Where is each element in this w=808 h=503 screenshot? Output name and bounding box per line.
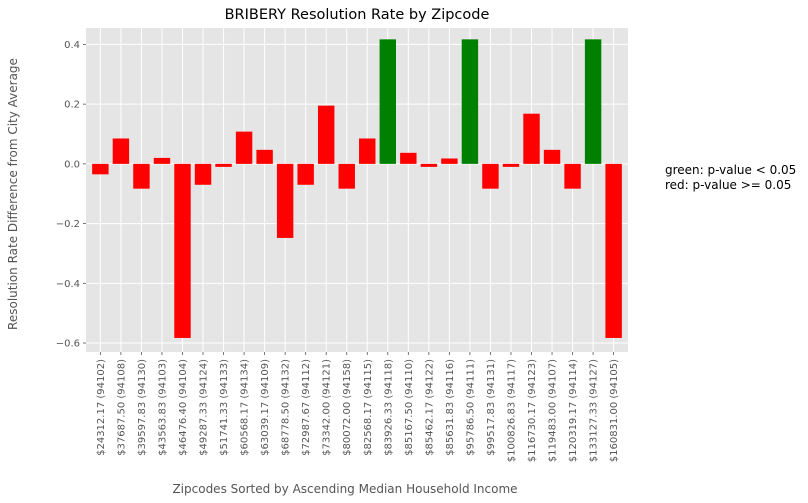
bar [133,163,150,189]
y-tick-label: 0.4 [64,40,80,51]
bar [461,39,479,164]
bar [276,163,294,238]
x-tick-label: $160831.00 (94105) [609,359,620,462]
y-tick-label: −0.6 [56,339,80,350]
bar [338,163,355,189]
bar [420,163,438,167]
bar [194,163,212,185]
x-tick-label: $63039.17 (94109) [260,359,271,456]
bar [564,163,581,189]
y-axis-ticks: 0.4 0.2 0.0 −0.2 −0.4 −0.6 [56,40,86,350]
x-tick-label: $68778.50 (94132) [281,359,292,456]
x-tick-label: $83926.33 (94118) [383,359,394,456]
bar [235,131,253,164]
x-tick-label: $24312.17 (94102) [96,359,107,456]
bar [584,39,602,164]
x-tick-label: $99517.83 (94131) [486,359,497,456]
bar [297,163,314,185]
x-tick-label: $85631.83 (94116) [445,359,456,456]
grid-lines [86,28,628,352]
x-tick-label: $80072.00 (94158) [342,359,353,456]
bars [92,39,622,338]
bar [502,163,520,167]
x-tick-label: $49287.33 (94124) [199,359,210,456]
x-tick-label: $120319.17 (94114) [568,359,579,462]
y-tick-label: 0.0 [64,159,80,170]
x-tick-label: $51741.33 (94133) [219,359,230,456]
x-tick-label: $133127.33 (94127) [589,359,600,462]
x-tick-label: $85167.50 (94110) [404,359,415,456]
x-tick-label: $73342.00 (94121) [322,359,333,456]
legend-green: green: p-value < 0.05 [665,163,796,177]
y-axis-label: Resolution Rate Difference from City Ave… [6,58,20,330]
x-tick-label: $95786.50 (94111) [465,359,476,456]
x-tick-label: $46476.40 (94104) [178,359,189,456]
bar [605,163,622,338]
x-tick-label: $37687.50 (94108) [116,359,127,456]
x-tick-label: $100826.83 (94117) [506,359,517,462]
x-tick-label: $119483.00 (94107) [548,359,559,462]
bar [112,138,130,164]
x-axis-ticks: $24312.17 (94102) $37687.50 (94108) $39597… [96,352,620,462]
bar [482,163,499,189]
x-tick-label: $116730.17 (94123) [527,359,538,462]
x-tick-label: $82568.17 (94115) [363,359,374,456]
x-tick-label: $85462.17 (94122) [424,359,435,456]
x-axis-label: Zipcodes Sorted by Ascending Median Hous… [172,482,517,496]
bar [174,163,191,338]
bar [400,152,417,164]
bar [92,163,109,175]
chart-title: BRIBERY Resolution Rate by Zipcode [225,7,490,23]
bar [256,149,273,164]
x-tick-label: $72987.67 (94112) [301,359,312,456]
x-tick-label: $39597.83 (94130) [137,359,148,456]
bar [543,149,561,164]
bar [523,113,540,164]
x-tick-label: $60568.17 (94134) [240,359,251,456]
plot-area [86,28,628,352]
bar [215,163,232,167]
y-tick-label: 0.2 [64,100,80,111]
x-tick-label: $43563.83 (94103) [157,359,168,456]
legend-red: red: p-value >= 0.05 [665,178,791,192]
bar [379,39,397,164]
bar [153,157,171,164]
y-tick-label: −0.2 [56,219,80,230]
bar [441,158,458,164]
y-tick-label: −0.4 [56,279,80,290]
bar [317,105,335,164]
bar [359,138,376,164]
